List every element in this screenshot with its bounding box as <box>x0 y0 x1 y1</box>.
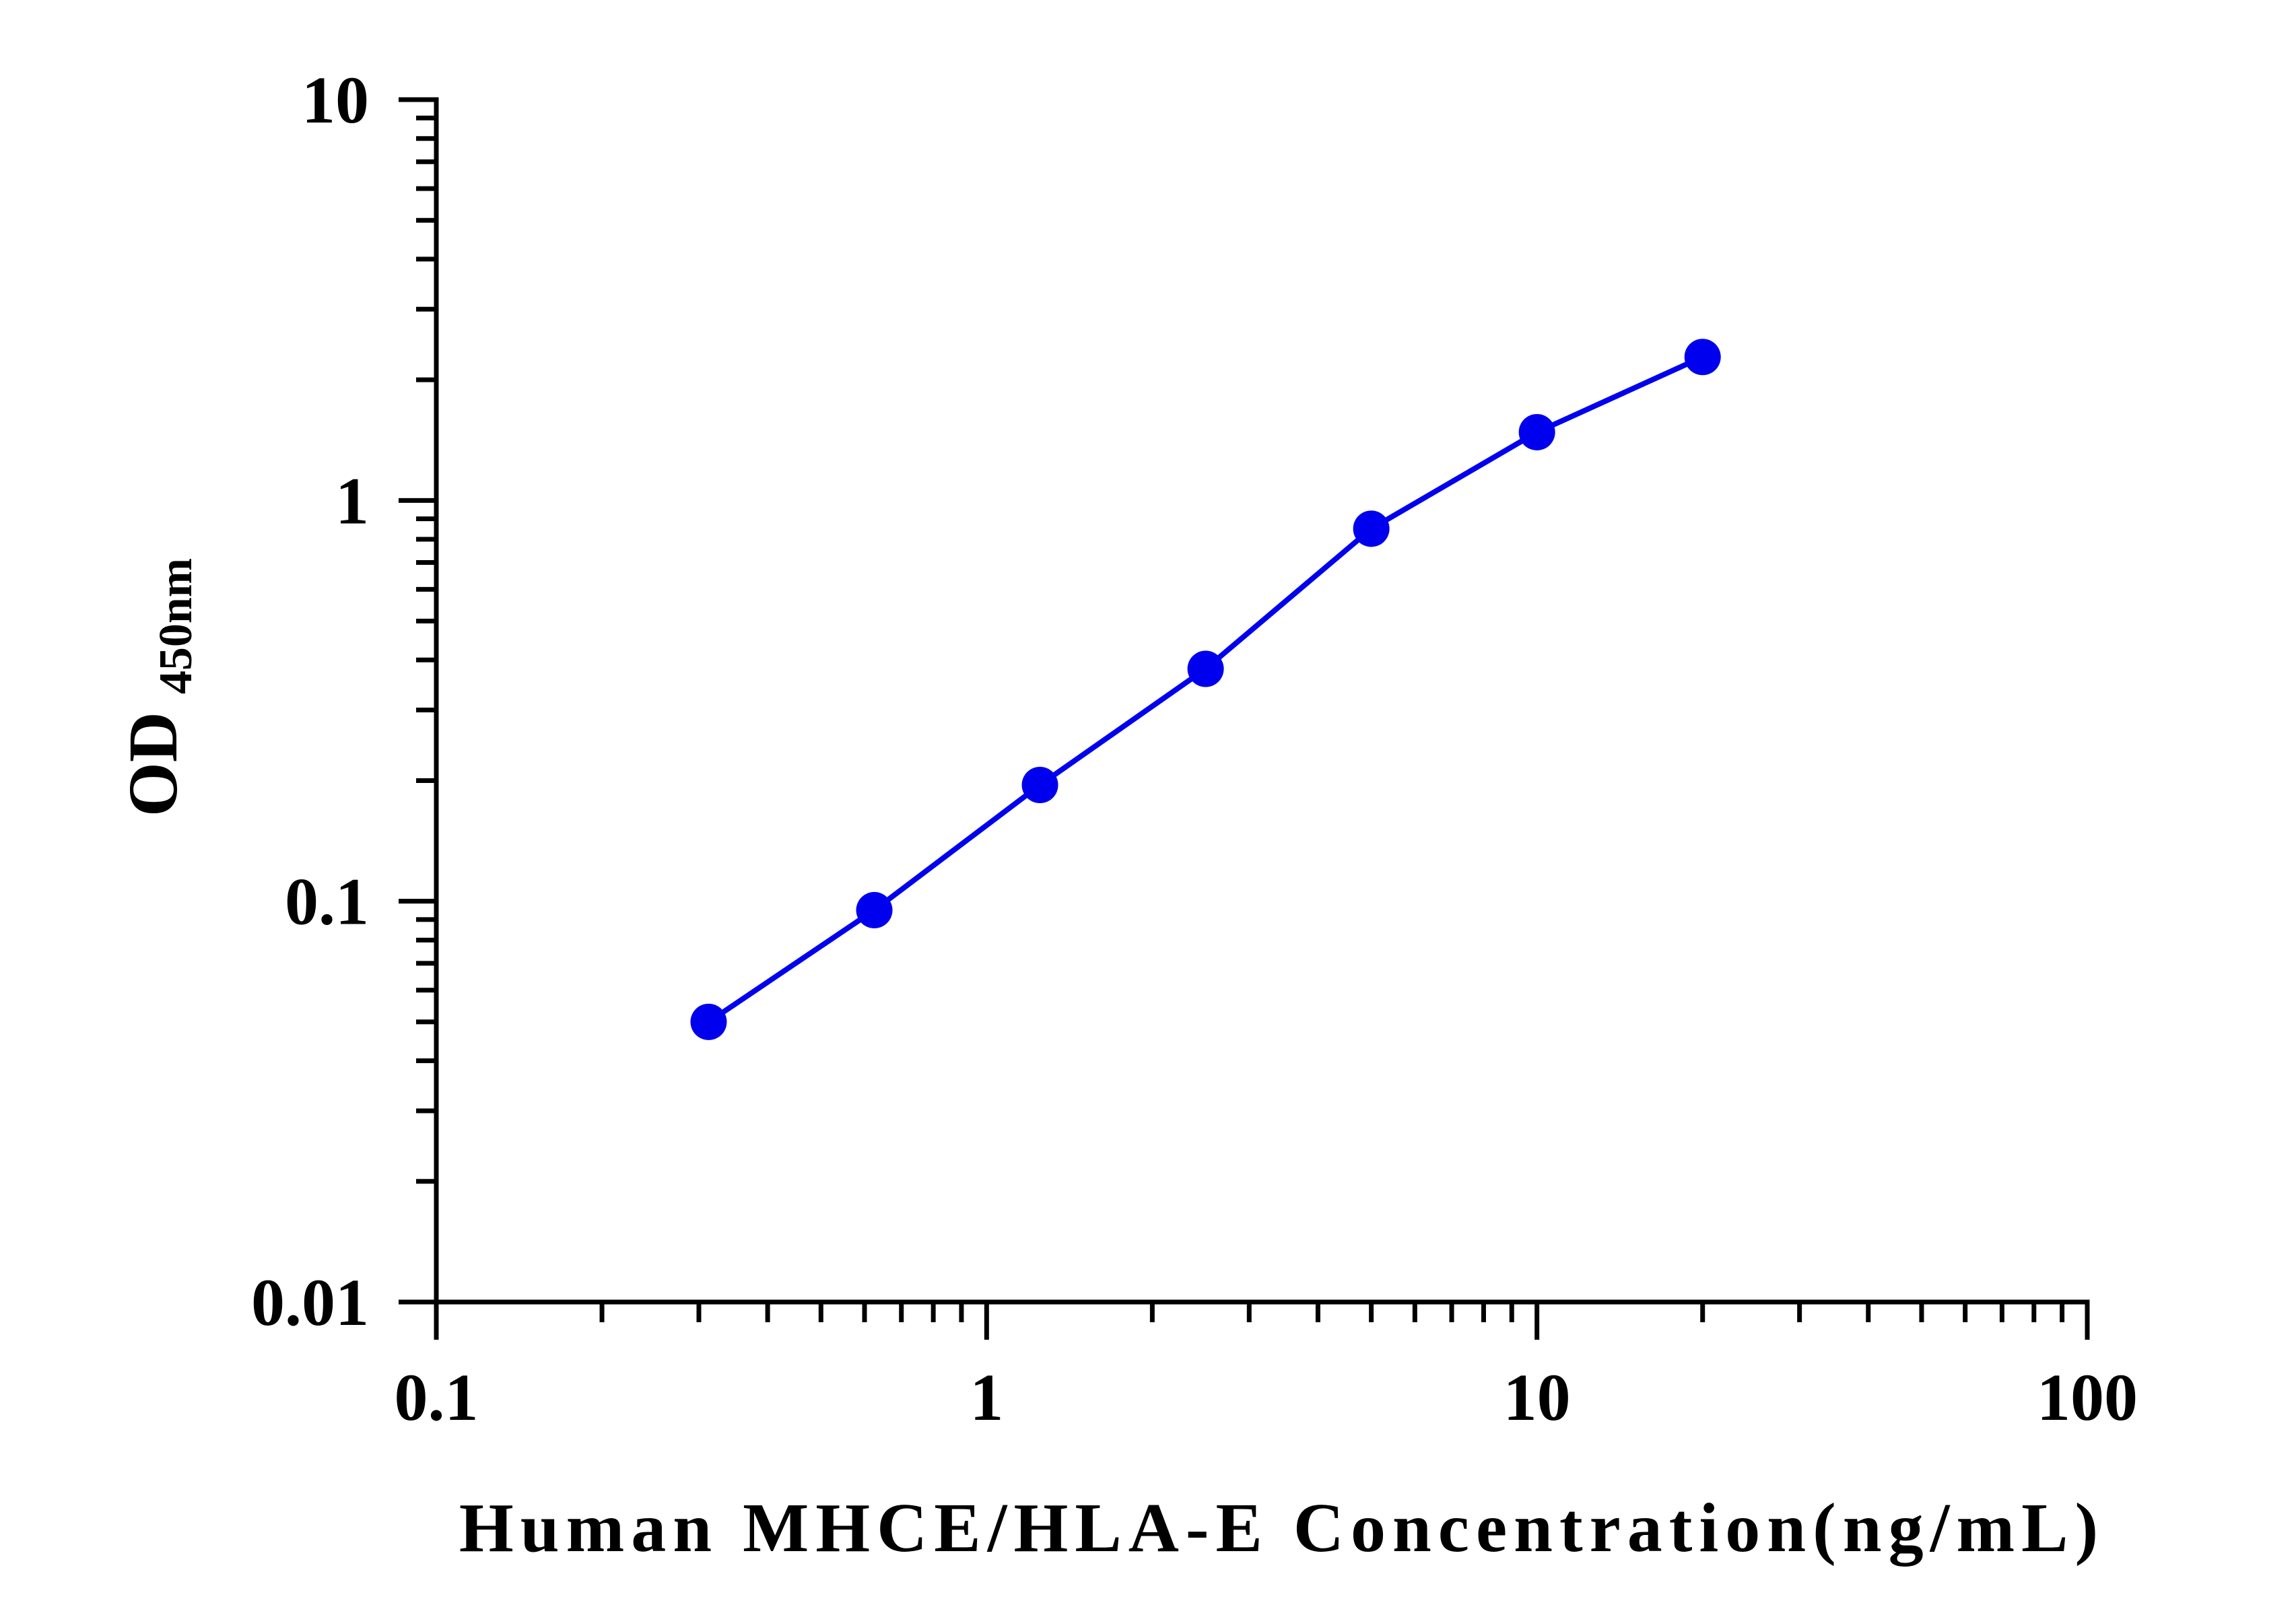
x-axis-title: Human MHCE/HLA-E Concentration(ng/mL) <box>459 1489 2105 1567</box>
y-tick-label: 0.1 <box>285 864 369 939</box>
data-point <box>1518 413 1555 450</box>
axis-ticks <box>399 97 2090 1340</box>
x-tick-label: 10 <box>1504 1360 1571 1435</box>
x-tick-label: 0.1 <box>395 1360 479 1435</box>
y-axis-title-main: OD <box>114 712 192 817</box>
axes <box>434 97 2090 1305</box>
y-tick-label: 0.01 <box>251 1265 369 1340</box>
series-line <box>707 354 1704 1025</box>
x-tick-label: 100 <box>2037 1360 2138 1435</box>
data-point <box>1021 766 1058 803</box>
data-point <box>1353 510 1390 547</box>
data-point <box>1187 650 1224 687</box>
data-point <box>690 1003 727 1040</box>
y-tick-label: 1 <box>335 463 369 538</box>
x-tick-label: 1 <box>970 1360 1003 1435</box>
data-series <box>690 339 1721 1040</box>
tick-labels: 0.1 1 10 100 0.01 0.1 1 10 <box>251 63 2138 1435</box>
y-axis-title-subscript: 450nm <box>150 558 202 694</box>
data-point <box>1684 339 1721 376</box>
y-axis-title: OD 450nm <box>114 558 202 817</box>
y-tick-label: 10 <box>302 63 369 137</box>
data-point <box>856 891 893 928</box>
